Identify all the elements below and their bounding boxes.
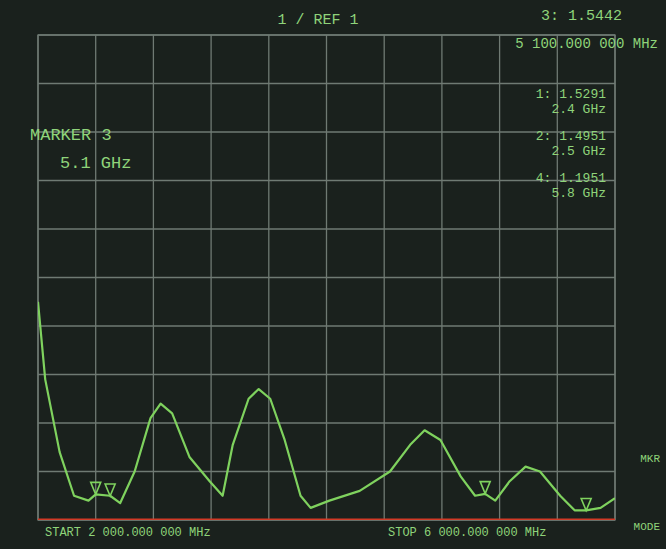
reference-line: [38, 519, 615, 521]
grid-line: [38, 180, 615, 181]
marker-freq: 5 100.000 000 MHz: [515, 36, 658, 52]
marker-readout: 2: 1.4951: [536, 129, 606, 144]
marker-triangle: [91, 482, 101, 494]
grid-line: [38, 325, 615, 326]
marker-freq: 2.4 GHz: [551, 102, 606, 117]
grid-line: [38, 277, 615, 278]
marker-triangle: [105, 484, 115, 496]
screen: 1 / REF 1 MARKER 3 5.1 GHz 1: 1.52912.4 GHz…: [0, 0, 666, 549]
active-marker-title: MARKER 3: [30, 126, 112, 145]
grid-line: [38, 422, 615, 423]
background: [0, 0, 666, 549]
marker-readout: 4: 1.1951: [536, 171, 606, 186]
trace: [38, 302, 615, 511]
marker-freq: 2.5 GHz: [551, 144, 606, 159]
plot-area: [38, 302, 615, 520]
plot-frame: [38, 35, 615, 520]
softkey: MKR: [640, 453, 660, 465]
grid-line: [38, 374, 615, 375]
stop-label: STOP 6 000.000 000 MHz: [388, 526, 546, 540]
marker-readout: 3: 1.5442: [541, 8, 622, 25]
grid-line: [38, 228, 615, 229]
grid-line: [38, 83, 615, 84]
grid-line: [38, 131, 615, 132]
grid-line: [38, 471, 615, 472]
header: 1 / REF 1: [277, 12, 358, 29]
marker-triangle: [581, 499, 591, 511]
softkey: MODE: [634, 521, 661, 533]
marker-readout: 1: 1.5291: [536, 87, 606, 102]
marker-freq: 5.8 GHz: [551, 186, 606, 201]
active-marker-freq: 5.1 GHz: [60, 154, 131, 173]
start-label: START 2 000.000 000 MHz: [45, 526, 211, 540]
marker-triangle: [480, 482, 490, 494]
